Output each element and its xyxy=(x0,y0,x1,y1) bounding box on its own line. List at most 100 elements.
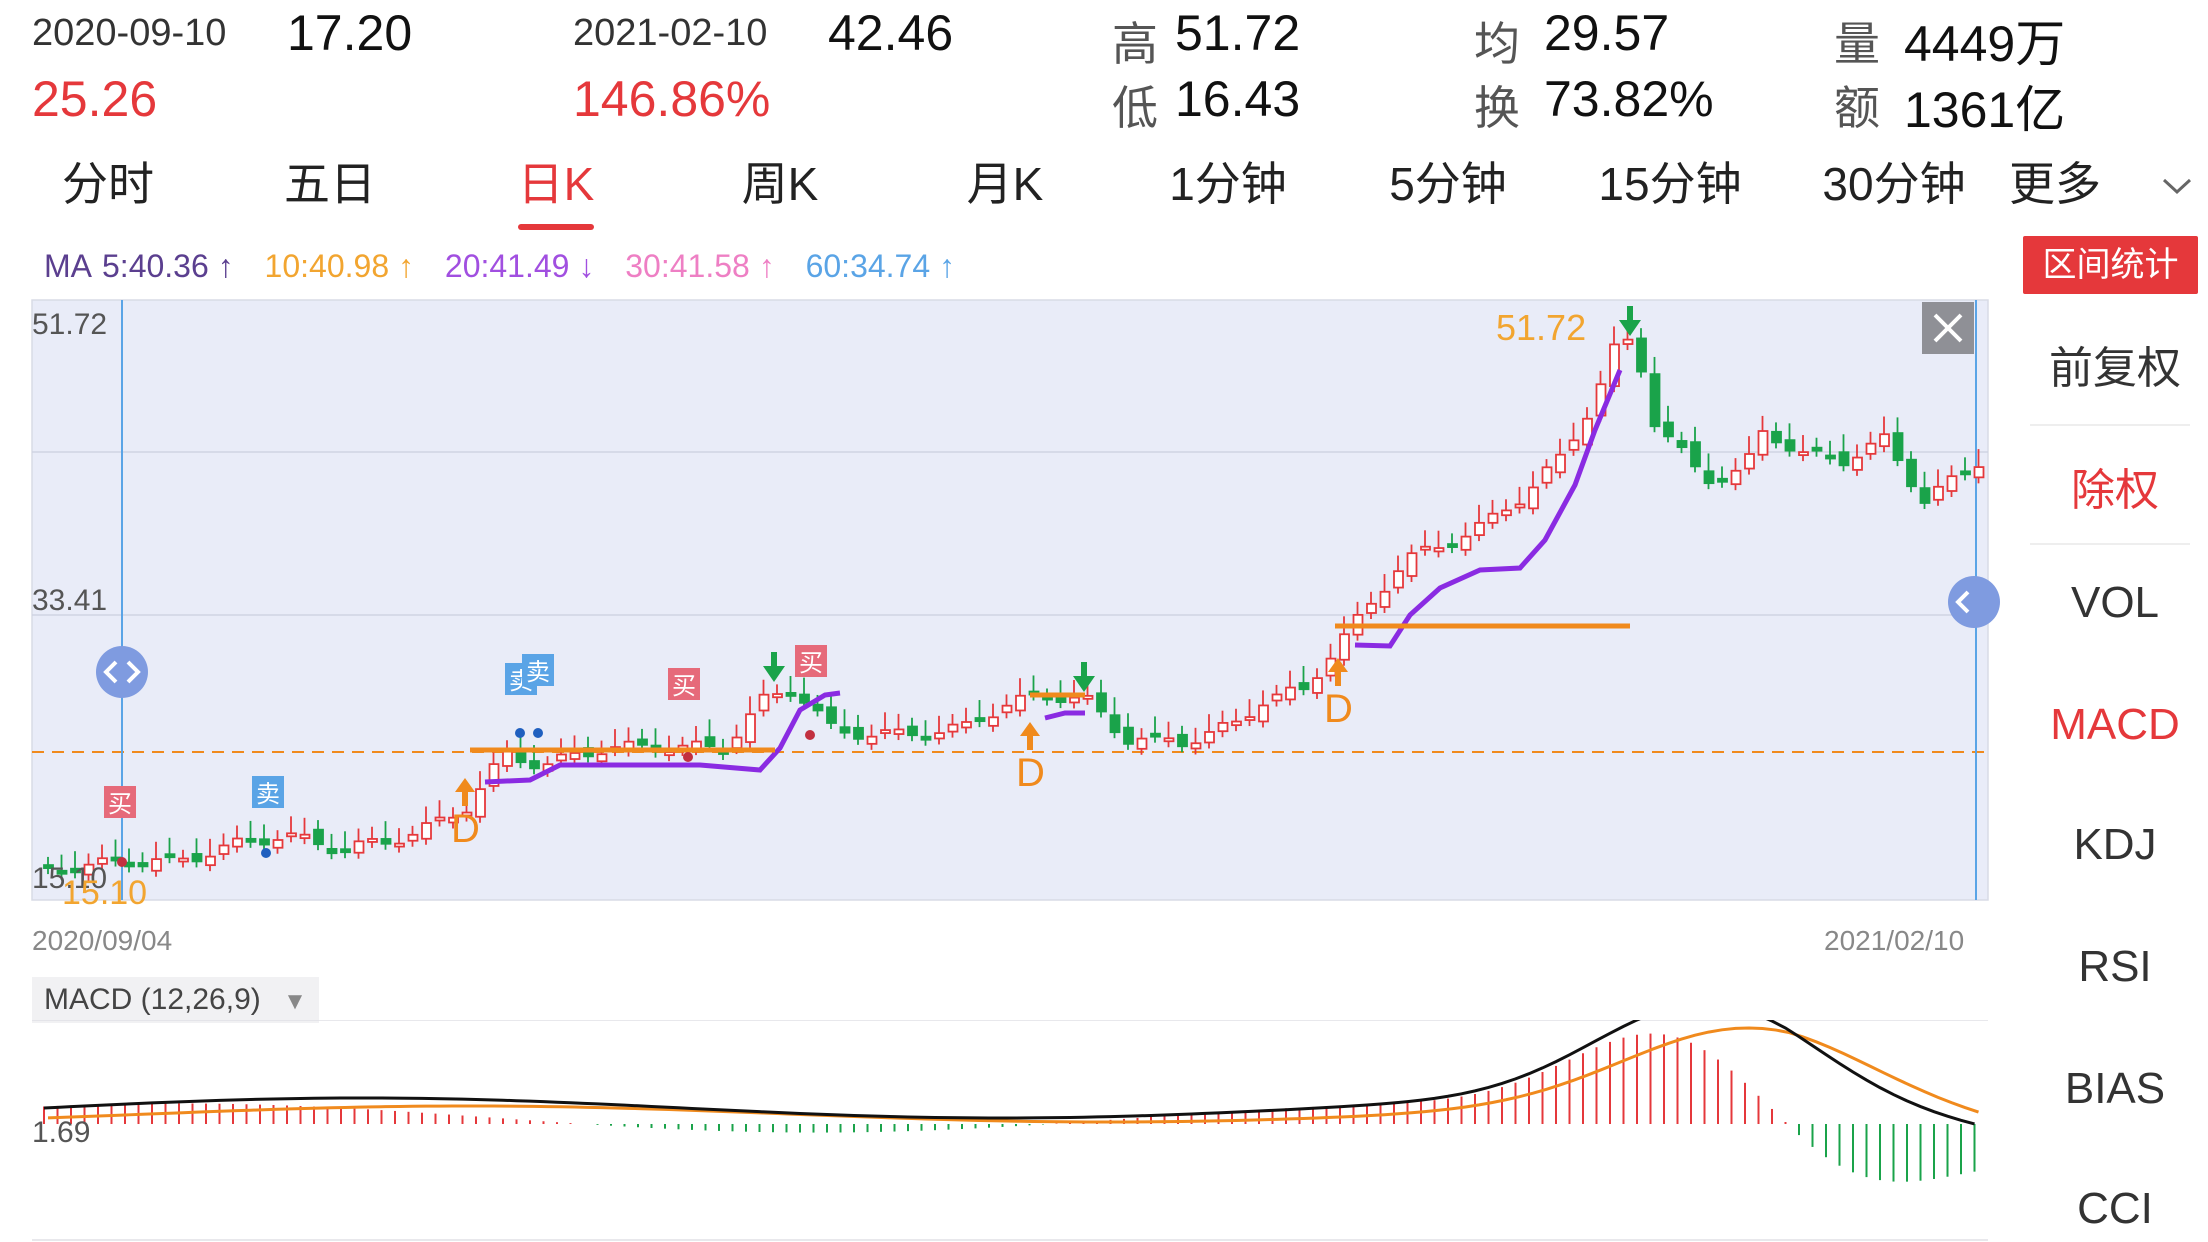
macd-dea-line xyxy=(47,1026,1979,1124)
candle xyxy=(218,844,230,855)
candle xyxy=(448,816,459,824)
candle xyxy=(1001,704,1013,714)
start-price: 17.20 xyxy=(287,5,413,61)
side-rsi[interactable]: RSI xyxy=(2078,942,2152,991)
tab-monthly-k[interactable]: 月K xyxy=(966,158,1044,210)
candle xyxy=(1960,470,1971,476)
candle xyxy=(1217,722,1229,733)
candle xyxy=(434,816,446,822)
candle xyxy=(407,833,419,842)
turnover-value: 73.82% xyxy=(1544,71,1714,127)
candle xyxy=(893,728,905,735)
tab-weekly-k[interactable]: 周K xyxy=(741,158,819,210)
candle xyxy=(1163,737,1175,743)
candle xyxy=(1771,430,1782,444)
high-value: 51.72 xyxy=(1175,5,1301,61)
candle xyxy=(137,862,149,868)
ma60-value: 60:34.74 ↑ xyxy=(805,248,956,284)
candle xyxy=(637,738,648,746)
candle xyxy=(556,753,567,762)
candle xyxy=(272,839,284,849)
tab-1min[interactable]: 1分钟 xyxy=(1169,158,1287,210)
tab-more[interactable]: 更多 xyxy=(2009,158,2101,210)
avg-value: 29.57 xyxy=(1544,5,1670,61)
candle xyxy=(569,752,581,760)
candle xyxy=(515,750,527,764)
d-signal-label: D xyxy=(1016,751,1045,795)
candle xyxy=(1690,441,1701,468)
candle xyxy=(164,853,176,859)
volume-value: 4449万 xyxy=(1904,16,2066,72)
tab-daily-k[interactable]: 日K xyxy=(517,158,595,210)
candle xyxy=(1271,693,1283,702)
period-tabs: 分时 五日 日K 周K 月K 1分钟 5分钟 15分钟 30分钟 更多 xyxy=(0,138,2208,238)
candle xyxy=(947,723,959,733)
candle xyxy=(934,732,945,740)
candle xyxy=(232,837,243,848)
candle xyxy=(961,721,972,729)
side-macd[interactable]: MACD xyxy=(2050,700,2180,749)
candle xyxy=(191,853,203,863)
candle xyxy=(745,713,756,743)
candle xyxy=(1636,337,1647,373)
side-vol[interactable]: VOL xyxy=(2070,578,2160,627)
divider xyxy=(2030,543,2190,545)
tab-30min[interactable]: 30分钟 xyxy=(1822,158,1966,210)
macd-chart[interactable]: 1.69 xyxy=(0,1020,2020,1242)
candle xyxy=(1285,686,1296,701)
ma10-value: 10:40.98 ↑ xyxy=(264,248,414,284)
candle xyxy=(1744,453,1755,470)
candle xyxy=(286,832,297,838)
more-chevron-icon[interactable] xyxy=(2160,174,2194,198)
candle xyxy=(1487,512,1499,524)
macd-title: MACD (12,26,9) xyxy=(44,983,261,1016)
candle xyxy=(1379,590,1391,608)
sell-badge xyxy=(252,776,284,808)
down-arrow-icon xyxy=(1619,320,1641,336)
candle xyxy=(1177,733,1188,748)
side-forward-adjust[interactable]: 前复权 xyxy=(2049,344,2181,393)
start-date-axis-label: 2020/09/04 xyxy=(32,925,172,956)
chart-background xyxy=(32,300,1988,900)
end-price: 42.46 xyxy=(828,5,954,61)
divider xyxy=(2030,424,2190,426)
candle xyxy=(799,693,810,704)
candle xyxy=(461,811,473,817)
macd-indicator-selector[interactable]: MACD (12,26,9) ▼ xyxy=(32,977,319,1023)
d-signal-label: D xyxy=(451,807,480,851)
candle xyxy=(826,706,837,724)
candle xyxy=(367,838,378,843)
candle xyxy=(245,837,257,843)
candle xyxy=(1258,704,1269,723)
tab-intraday[interactable]: 分时 xyxy=(62,158,154,210)
tab-five-day[interactable]: 五日 xyxy=(284,158,376,210)
close-range-button[interactable] xyxy=(1922,302,1974,354)
left-drag-handle-icon[interactable] xyxy=(96,646,148,698)
candle xyxy=(907,725,918,737)
candle xyxy=(475,788,486,818)
candle xyxy=(785,692,797,697)
candle xyxy=(1663,421,1674,438)
interval-stats-button[interactable]: 区间统计 xyxy=(2023,236,2198,294)
side-kdj[interactable]: KDJ xyxy=(2073,820,2157,869)
side-cci[interactable]: CCI xyxy=(2077,1184,2153,1233)
candle xyxy=(488,763,500,787)
candle xyxy=(299,833,311,840)
right-drag-handle-icon[interactable] xyxy=(1948,576,2000,628)
side-bias[interactable]: BIAS xyxy=(2064,1064,2166,1113)
candle xyxy=(1501,509,1512,517)
candle xyxy=(83,863,95,876)
triangle-down-icon: ▼ xyxy=(283,988,307,1015)
candle xyxy=(340,848,351,854)
signal-dot xyxy=(805,730,815,740)
buy-badge xyxy=(104,786,136,818)
turnover-label: 换 xyxy=(1474,82,1520,134)
candle xyxy=(1757,430,1769,456)
candle xyxy=(259,838,270,846)
tab-5min[interactable]: 5分钟 xyxy=(1389,158,1507,210)
candle xyxy=(1298,682,1310,691)
side-ex-rights[interactable]: 除权 xyxy=(2071,466,2159,515)
tab-15min[interactable]: 15分钟 xyxy=(1598,158,1742,210)
